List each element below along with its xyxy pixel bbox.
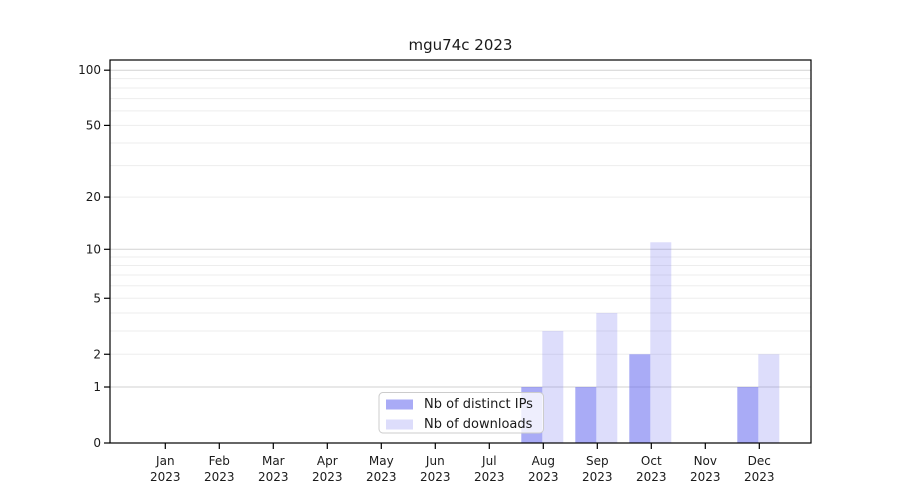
x-tick-label-year: 2023 [366,470,397,484]
legend-swatch-downloads [386,419,413,430]
x-tick-label-month: Jul [481,454,496,468]
y-tick-label: 5 [93,291,101,305]
x-tick-label-month: Mar [262,454,285,468]
gridlines [110,69,811,388]
x-tick-label-month: May [369,454,394,468]
bars [521,242,780,443]
y-tick-label: 50 [86,118,101,132]
x-tick-label-year: 2023 [474,470,505,484]
y-tick-label: 2 [93,347,101,361]
x-tick-label-year: 2023 [312,470,343,484]
x-tick-labels: Jan 2023 Feb 2023 Mar 2023 Apr 2023 May 2023 Jun 20… [150,454,775,484]
chart-title: mgu74c 2023 [409,36,513,54]
x-tick-label-month: Jan [155,454,175,468]
legend-swatch-distinct-ips [386,399,413,410]
x-tick-label-year: 2023 [150,470,181,484]
bar-distinct-ips-sep [575,387,597,443]
x-tick-label-year: 2023 [744,470,775,484]
y-tick-label: 100 [78,63,101,77]
x-tick-label-year: 2023 [582,470,613,484]
legend-label-downloads: Nb of downloads [424,417,533,432]
x-tick-label-year: 2023 [420,470,451,484]
legend-label-distinct-ips: Nb of distinct IPs [424,397,533,412]
x-tick-label-year: 2023 [690,470,721,484]
bar-downloads-dec [758,354,780,443]
y-tick-label: 10 [86,242,101,256]
x-tick-label-month: Feb [209,454,230,468]
x-tick-label-year: 2023 [258,470,289,484]
x-tick-label-month: Apr [317,454,338,468]
y-tick-label: 1 [93,380,101,394]
x-tick-label-month: Jun [425,454,445,468]
y-tick-label: 0 [93,436,101,450]
x-tick-label-year: 2023 [204,470,235,484]
x-tick-label-month: Dec [748,454,771,468]
legend: Nb of distinct IPs Nb of downloads [378,392,544,434]
x-tick-label-year: 2023 [528,470,559,484]
x-tick-label-year: 2023 [636,470,667,484]
legend-box [378,392,544,434]
x-tick-label-month: Sep [586,454,609,468]
y-tick-label: 20 [86,190,101,204]
plot-border [109,59,812,444]
x-tick-label-month: Aug [532,454,555,468]
bar-distinct-ips-oct [629,354,651,443]
x-tick-label-month: Nov [694,454,717,468]
x-tick-label-month: Oct [641,454,662,468]
bar-distinct-ips-dec [737,387,759,443]
axes [104,59,812,449]
bar-downloads-sep [596,312,618,443]
bar-downloads-aug [542,331,564,443]
bar-downloads-oct [650,242,672,443]
